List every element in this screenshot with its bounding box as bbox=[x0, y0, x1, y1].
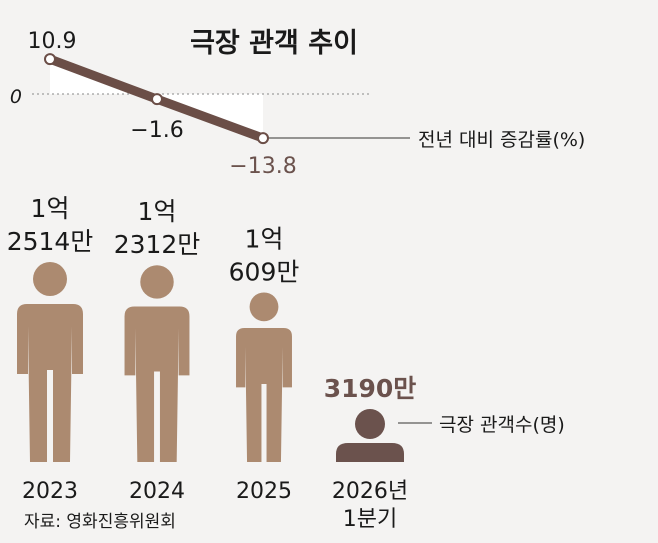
figure-value-label-2025: 1억 bbox=[245, 224, 284, 253]
figure-series-label: 극장 관객수(명) bbox=[439, 414, 565, 436]
zero-axis-label: 0 bbox=[10, 86, 22, 108]
change-value-label-2025: −13.8 bbox=[229, 154, 296, 179]
figure-head-2023 bbox=[33, 262, 67, 296]
figure-body-2024 bbox=[124, 306, 190, 462]
figure-value-label-2024: 1억 bbox=[138, 197, 177, 226]
category-label-2026년 1분기: 2026년 bbox=[332, 479, 408, 504]
change-point-2024 bbox=[151, 93, 163, 106]
category-label-2024: 2024 bbox=[129, 479, 185, 504]
figure-head-2024 bbox=[140, 265, 174, 299]
change-value-label-2024: −1.6 bbox=[130, 118, 183, 143]
change-point-2023 bbox=[44, 53, 56, 66]
figure-value-label-2023: 1억 bbox=[31, 194, 70, 223]
figure-value-label-2024: 2312만 bbox=[114, 230, 201, 259]
figure-head-2025 bbox=[249, 292, 279, 322]
change-point-2025 bbox=[257, 132, 269, 145]
audience-figure-chart: 극장 관객수(명) 1억 2514만 2023 1억 2312만 2024 1억 609만 20… bbox=[7, 194, 565, 532]
figure-head-2026년 1분기 bbox=[355, 409, 385, 439]
change-value-label-2023: 10.9 bbox=[28, 29, 77, 54]
figure-body-2025 bbox=[236, 328, 292, 462]
figure-value-label-2023: 2514만 bbox=[7, 227, 94, 256]
category-label-2025: 2025 bbox=[236, 479, 292, 504]
figure-body-2023 bbox=[17, 304, 83, 462]
figure-value-label-2025: 609만 bbox=[229, 257, 300, 286]
figure-value-label-2026년 1분기: 3190만 bbox=[324, 374, 417, 403]
figure-body-2026년 1분기 bbox=[336, 443, 404, 462]
yoy-change-line-chart: 0 전년 대비 증감률(%) 10.9 −1.6 −13.8 bbox=[10, 29, 585, 179]
category-label-2023: 2023 bbox=[22, 479, 78, 504]
line-series-label: 전년 대비 증감률(%) bbox=[418, 129, 585, 151]
source-note: 자료: 영화진흥위원회 bbox=[24, 512, 176, 532]
category-label-2026년 1분기: 1분기 bbox=[343, 507, 397, 532]
chart-title: 극장 관객 추이 bbox=[190, 28, 358, 59]
